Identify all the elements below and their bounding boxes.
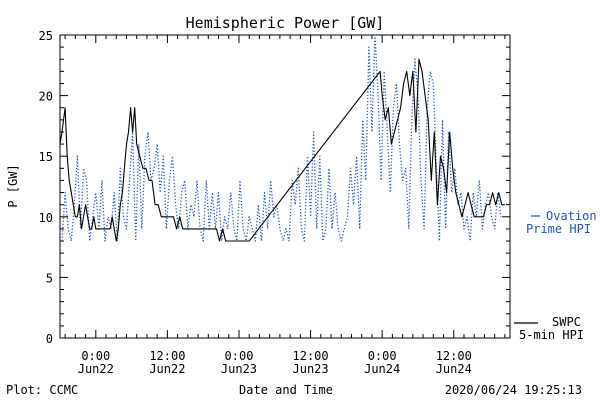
footer-source: Plot: CCMC — [6, 383, 78, 397]
y-tick-label: 5 — [46, 271, 53, 285]
x-tick-date: Jun23 — [293, 362, 329, 376]
x-tick-date: Jun22 — [78, 362, 114, 376]
y-axis-label: P [GW] — [6, 164, 20, 207]
legend-ovation: Ovation Prime HPI — [526, 209, 597, 236]
x-tick-time: 12:00 — [293, 349, 329, 363]
x-tick-time: 0:00 — [81, 349, 110, 363]
x-tick-date: Jun24 — [436, 362, 472, 376]
y-axis: 0 5 10 15 20 25 — [39, 29, 510, 346]
y-tick-label: 10 — [39, 211, 53, 225]
chart-title: Hemispheric Power [GW] — [186, 14, 385, 32]
plot-frame — [59, 34, 511, 339]
legend-swpc-line1: SWPC — [552, 315, 581, 329]
legend-swpc-line2: 5-min HPI — [519, 328, 584, 342]
x-tick-date: Jun22 — [149, 362, 185, 376]
x-tick-date: Jun24 — [364, 362, 400, 376]
y-tick-label: 25 — [39, 29, 53, 43]
series-swpc-line — [59, 58, 505, 242]
y-tick-label: 15 — [39, 150, 53, 164]
x-tick-time: 12:00 — [149, 349, 185, 363]
x-axis: 0:00Jun2212:00Jun220:00Jun2312:00Jun230:… — [64, 35, 506, 376]
series-group — [59, 34, 505, 242]
x-axis-label: Date and Time — [239, 383, 333, 397]
x-tick-time: 0:00 — [368, 349, 397, 363]
legend-ovation-line1: Ovation — [546, 209, 597, 223]
y-tick-label: 20 — [39, 90, 53, 104]
y-tick-label: 0 — [46, 332, 53, 346]
x-tick-date: Jun23 — [221, 362, 257, 376]
legend-swpc: SWPC 5-min HPI — [514, 315, 584, 342]
x-tick-time: 12:00 — [436, 349, 472, 363]
footer-timestamp: 2020/06/24 19:25:13 — [445, 383, 582, 397]
legend-ovation-line2: Prime HPI — [526, 222, 591, 236]
x-tick-time: 0:00 — [225, 349, 254, 363]
